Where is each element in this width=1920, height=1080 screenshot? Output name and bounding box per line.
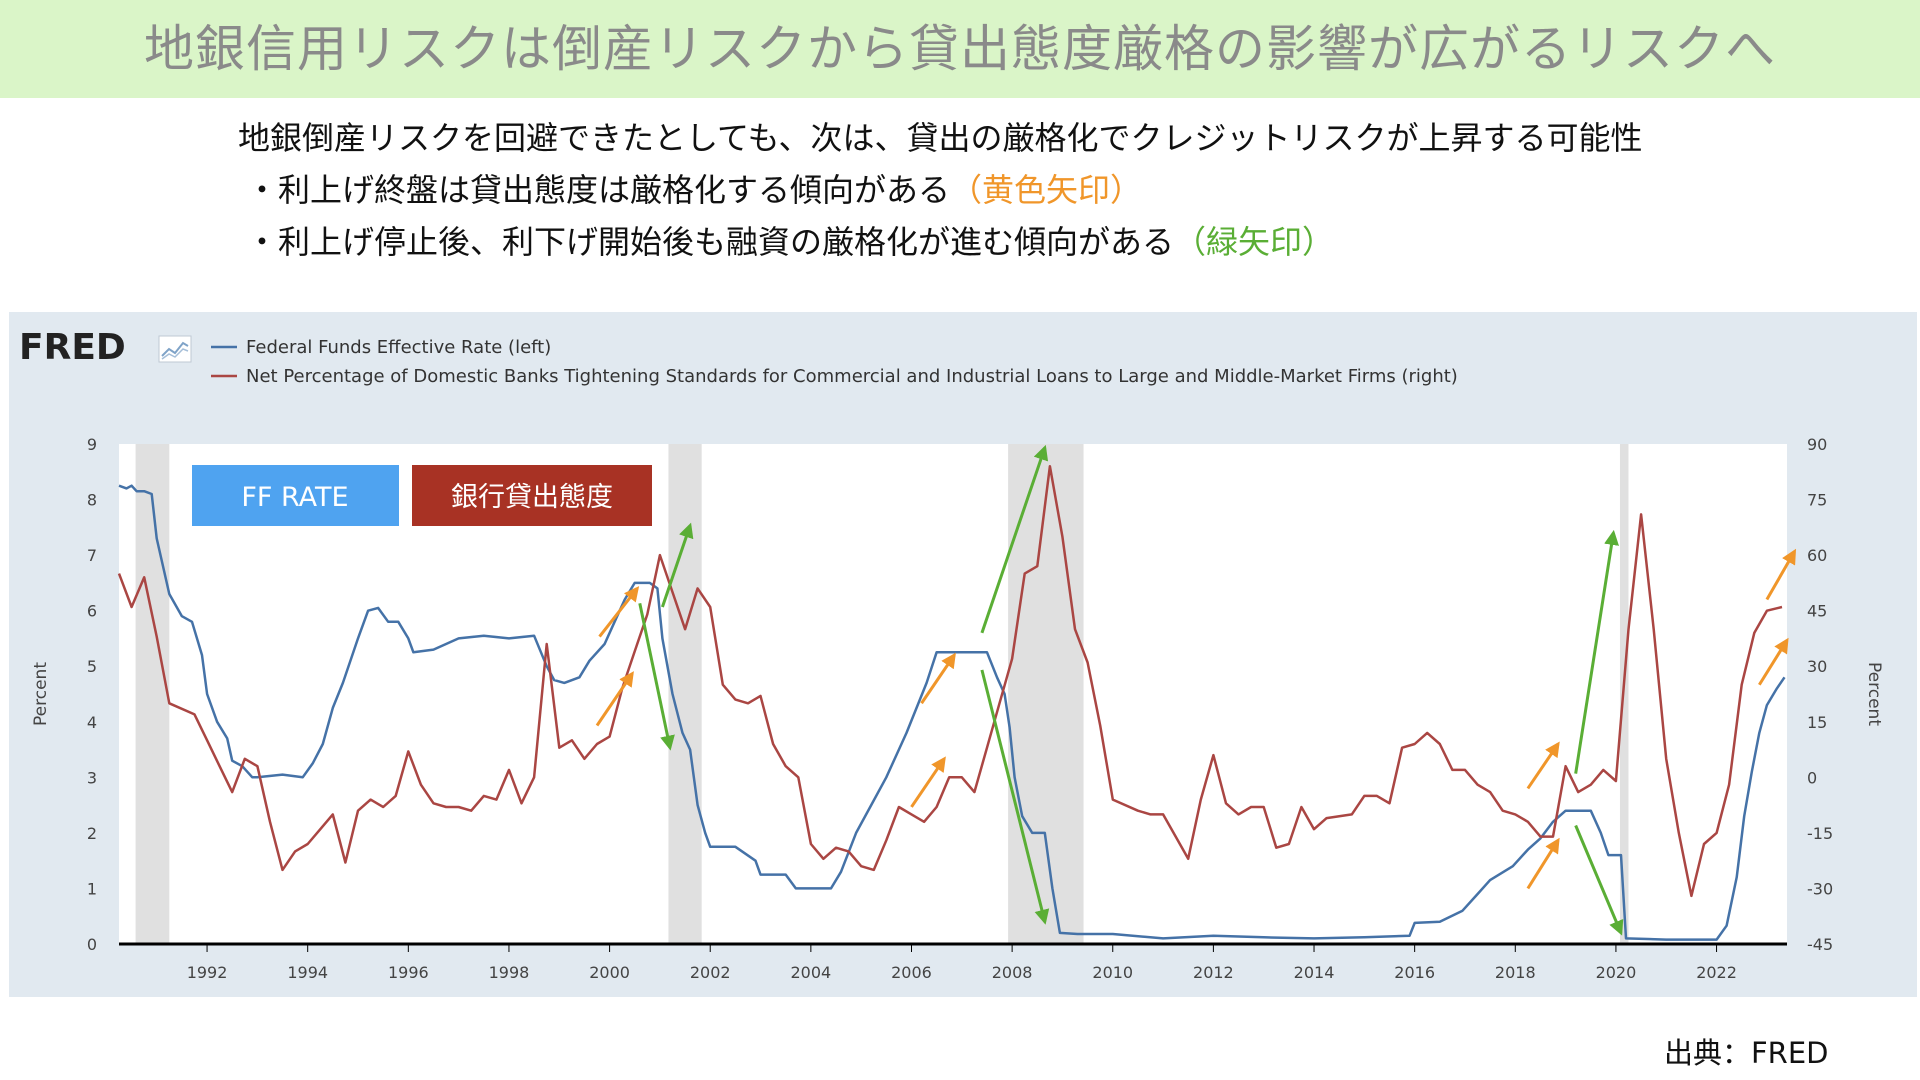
- fred-logo-chart-icon: [158, 335, 192, 363]
- legend-tightening-label: Net Percentage of Domestic Banks Tighten…: [246, 366, 1458, 387]
- recession-band-1: [135, 444, 170, 944]
- ff-rate-label: FF RATE: [241, 482, 348, 513]
- left-tick-label: 0: [87, 935, 97, 954]
- right-tick-label: 60: [1807, 546, 1827, 565]
- yellow-arrow: [1526, 741, 1560, 790]
- right-tick-label: -45: [1807, 935, 1833, 954]
- slide-title: 地銀信用リスクは倒産リスクから貸出態度厳格の影響が広がるリスクへ: [144, 20, 1776, 78]
- left-tick-label: 1: [87, 879, 97, 898]
- right-tick-label: 0: [1807, 768, 1817, 787]
- annotation-arrows: [595, 444, 1797, 936]
- right-axis-title: Percent: [1864, 662, 1884, 726]
- yellow-arrow: [1758, 637, 1789, 686]
- green-arrow: [980, 669, 1050, 925]
- x-tick-label: 2004: [790, 963, 831, 982]
- intro-bullet-2-note: （緑矢印）: [1174, 223, 1335, 261]
- intro-bullet-2: ・利上げ停止後、利下げ開始後も融資の厳格化が進む傾向がある（緑矢印）: [238, 216, 1642, 268]
- x-tick-label: 2006: [891, 963, 932, 982]
- x-tick-label: 2016: [1394, 963, 1435, 982]
- x-tick-label: 2010: [1092, 963, 1133, 982]
- x-tick-label: 2008: [992, 963, 1033, 982]
- fred-logo: FRED: [19, 327, 126, 368]
- right-tick-label: 30: [1807, 657, 1827, 676]
- bank-lending-label: 銀行貸出態度: [451, 482, 613, 513]
- source-note: 出典：FRED: [1664, 1036, 1829, 1070]
- right-tick-label: 15: [1807, 713, 1827, 732]
- yellow-arrow: [1765, 548, 1797, 601]
- intro-main-line: 地銀倒産リスクを回避できたとしても、次は、貸出の厳格化でクレジットリスクが上昇す…: [238, 119, 1643, 157]
- x-tick-label: 1996: [388, 963, 429, 982]
- left-tick-label: 3: [87, 768, 97, 787]
- right-tick-label: -15: [1807, 824, 1833, 843]
- right-tick-label: 45: [1807, 602, 1827, 621]
- left-tick-label: 7: [87, 546, 97, 565]
- yellow-arrow: [1526, 837, 1560, 890]
- x-tick-label: 2022: [1696, 963, 1737, 982]
- left-tick-label: 9: [87, 435, 97, 454]
- green-arrow: [980, 444, 1049, 634]
- title-banner: [0, 0, 1920, 98]
- right-tick-label: 75: [1807, 491, 1827, 510]
- x-tick-label: 2014: [1294, 963, 1335, 982]
- bank-lending-label-box: [412, 465, 652, 526]
- right-tick-label: 90: [1807, 435, 1827, 454]
- legend-ff-label: Federal Funds Effective Rate (left): [246, 337, 551, 358]
- series-lines: [117, 464, 1786, 941]
- yellow-arrow: [910, 756, 946, 808]
- x-tick-label: 2012: [1193, 963, 1234, 982]
- green-arrow: [1574, 529, 1619, 774]
- left-tick-label: 6: [87, 602, 97, 621]
- fred-chart: FRED Federal Funds Effective Rate (left)…: [19, 327, 1884, 982]
- intro-bullet-1: ・利上げ終盤は貸出態度は厳格化する傾向がある（黄色矢印）: [238, 164, 1642, 216]
- left-axis-title: Percent: [31, 662, 51, 726]
- x-tick-label: 1994: [287, 963, 328, 982]
- yellow-arrow: [595, 671, 634, 727]
- x-tick-label: 1998: [489, 963, 530, 982]
- green-arrow: [1574, 824, 1624, 936]
- green-arrow: [661, 522, 694, 608]
- plot-area: [119, 444, 1787, 944]
- intro-bullet-2-text: ・利上げ停止後、利下げ開始後も融資の厳格化が進む傾向がある: [246, 223, 1175, 261]
- tightening-series-line: [117, 464, 1783, 898]
- green-arrow: [638, 602, 675, 751]
- ff-rate-label-box: [192, 465, 399, 526]
- left-tick-label: 5: [87, 657, 97, 676]
- yellow-arrow: [598, 586, 640, 638]
- x-tick-label: 2018: [1495, 963, 1536, 982]
- recession-band-3: [1008, 444, 1084, 944]
- x-tick-label: 2020: [1596, 963, 1637, 982]
- intro-text: 地銀倒産リスクを回避できたとしても、次は、貸出の厳格化でクレジットリスクが上昇す…: [238, 112, 1642, 268]
- x-tick-label: 2002: [690, 963, 731, 982]
- left-tick-label: 2: [87, 824, 97, 843]
- fred-chart-panel: FRED Federal Funds Effective Rate (left)…: [9, 312, 1917, 997]
- ff-rate-series-line: [118, 484, 1786, 941]
- yellow-arrow: [920, 652, 956, 705]
- left-tick-label: 8: [87, 491, 97, 510]
- left-tick-label: 4: [87, 713, 97, 732]
- x-tick-label: 1992: [187, 963, 228, 982]
- intro-bullet-1-text: ・利上げ終盤は貸出態度は厳格化する傾向がある: [246, 171, 951, 209]
- x-tick-label: 2000: [589, 963, 630, 982]
- intro-bullet-1-note: （黄色矢印）: [950, 171, 1143, 209]
- right-tick-label: -30: [1807, 879, 1833, 898]
